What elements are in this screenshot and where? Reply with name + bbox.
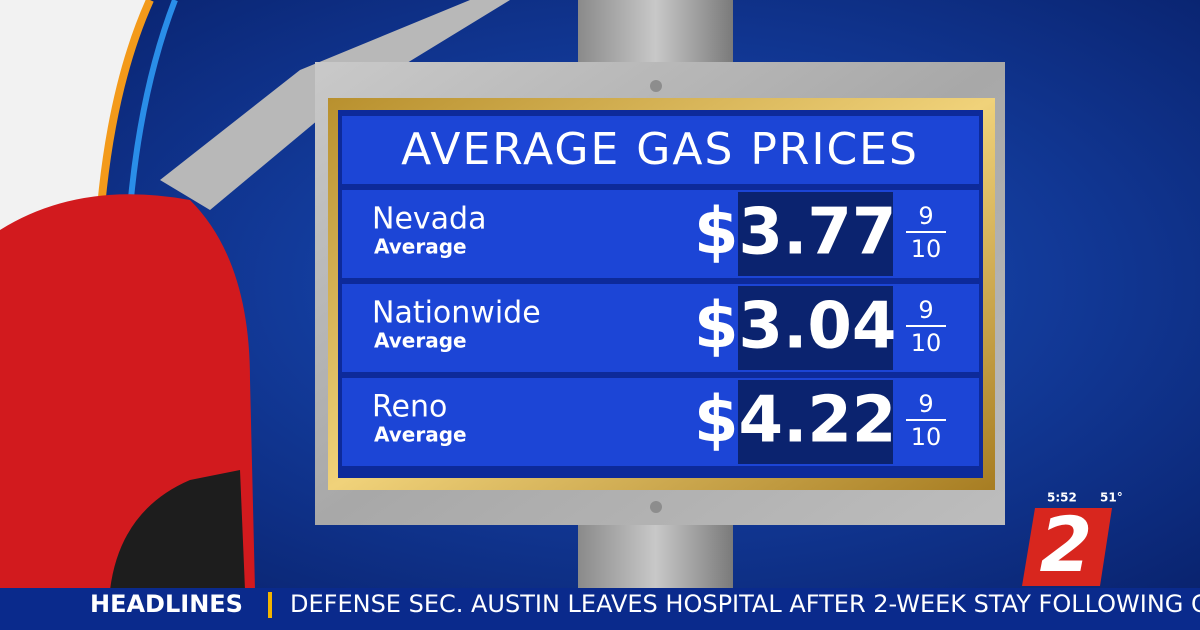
- price-box: [738, 380, 893, 464]
- price: $3.04: [694, 290, 896, 364]
- ticker-bar: [0, 588, 1200, 630]
- ticker-label: HEADLINES: [90, 590, 243, 618]
- row-name: Reno: [372, 390, 447, 425]
- title-band: [342, 116, 979, 184]
- price: $4.22: [694, 384, 896, 458]
- fraction-numerator: 9: [918, 390, 933, 418]
- row-sub: Average: [374, 329, 467, 353]
- row-sub: Average: [374, 235, 467, 259]
- fraction-numerator: 9: [918, 296, 933, 324]
- fraction-denominator: 10: [911, 329, 942, 357]
- temperature: 51°: [1100, 491, 1123, 505]
- fraction-numerator: 9: [918, 202, 933, 230]
- logo: 2: [1040, 500, 1093, 589]
- price-box: [738, 192, 893, 276]
- row-name: Nationwide: [372, 296, 541, 331]
- fraction-denominator: 10: [911, 235, 942, 263]
- sign-bolt: [650, 501, 662, 513]
- nozzle-grip: [110, 470, 245, 590]
- row-name: Nevada: [372, 202, 486, 237]
- ticker-text: DEFENSE SEC. AUSTIN LEAVES HOSPITAL AFTE…: [290, 590, 1200, 618]
- time: 5:52: [1047, 491, 1077, 505]
- price-box: [738, 286, 893, 370]
- row-sub: Average: [374, 423, 467, 447]
- ticker-divider: [268, 592, 272, 618]
- sign-bolt: [650, 80, 662, 92]
- sign-title: AVERAGE GAS PRICES: [401, 124, 919, 175]
- fraction-denominator: 10: [911, 423, 942, 451]
- price: $3.77: [694, 196, 896, 270]
- logo-box: [1022, 508, 1112, 586]
